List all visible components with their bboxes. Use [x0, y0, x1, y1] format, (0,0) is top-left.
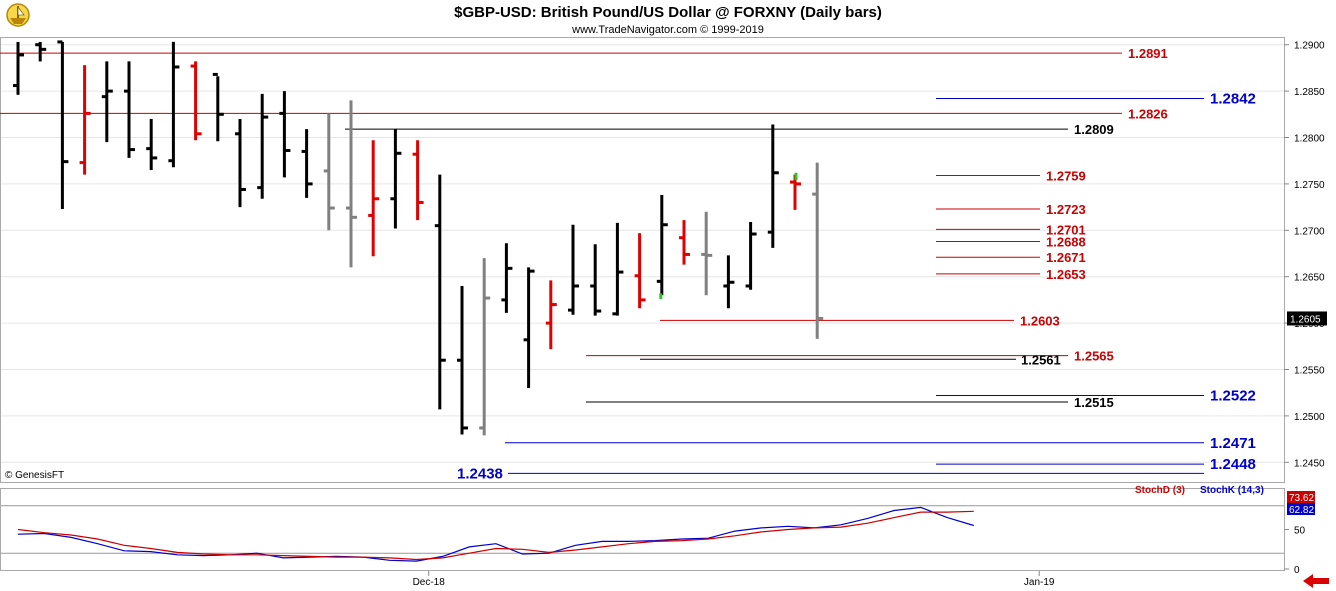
stochastic-tick-label: 50: [1294, 526, 1306, 537]
stochastic-legend-entry: StochD (3): [1135, 485, 1185, 496]
level-label: 1.2759: [1046, 169, 1086, 184]
chart-subtitle: www.TradeNavigator.com © 1999-2019: [571, 24, 764, 36]
stochastic-legend: StochD (3) StochK (14,3): [1135, 485, 1264, 496]
ohlc-bar: [212, 72, 224, 142]
stochastic-panel: [0, 488, 1285, 571]
price-tick-label: 1.2750: [1294, 180, 1325, 191]
ohlc-bar: [57, 40, 69, 209]
level-label: 1.2438: [457, 465, 503, 482]
ohlc-bar: [679, 220, 690, 265]
ohlc-bar: [767, 124, 779, 248]
level-label: 1.2603: [1020, 313, 1060, 328]
stochastic-gridlines: [1, 505, 1284, 554]
ohlc-bar: [434, 174, 446, 410]
scroll-left-arrow-icon[interactable]: [1300, 573, 1334, 590]
ohlc-bar: [13, 41, 24, 95]
ohlc-bar: [235, 118, 246, 208]
ohlc-bar: [501, 243, 513, 313]
ohlc-bar: [479, 258, 491, 436]
date-tick-label: Dec-18: [413, 577, 446, 588]
ohlc-bar: [346, 100, 357, 268]
ohlc-bar: [390, 129, 402, 229]
stochastic-last-value-box: [1287, 503, 1315, 515]
level-label: 1.2515: [1074, 395, 1114, 410]
price-tick-label: 1.2550: [1294, 366, 1325, 377]
price-tick-label: 1.2850: [1294, 87, 1325, 98]
ohlc-bar: [634, 233, 646, 309]
level-label: 1.2671: [1046, 250, 1086, 265]
level-label: 1.2653: [1046, 267, 1086, 282]
last-price-box: [1287, 311, 1327, 326]
price-tick-label: 1.2800: [1294, 134, 1325, 145]
stochastic-series-line: [17, 510, 974, 561]
price-axis: 1.2900 1.2850 1.2800 1.2750 1.2700 1.2650 1.26…: [1284, 41, 1327, 469]
ohlc-bar: [168, 41, 180, 168]
ohlc-bar: [701, 211, 713, 296]
level-label: 1.2688: [1046, 234, 1086, 249]
logo-icon: [6, 3, 30, 27]
support-resistance-levels: 1.2891 1.2842 1.2826 1.2809 1.2759 1.2723 1.27…: [0, 46, 1256, 482]
level-label: 1.2561: [1021, 352, 1061, 367]
ohlc-bar: [612, 222, 624, 316]
price-tick-label: 1.2450: [1294, 458, 1325, 469]
price-tick-label: 1.2700: [1294, 226, 1325, 237]
level-label: 1.2809: [1074, 122, 1114, 137]
ohlc-bar: [590, 244, 602, 316]
level-label: 1.2891: [1128, 46, 1168, 61]
ohlc-bar: [301, 129, 313, 198]
ohlc-bar: [545, 280, 557, 350]
ohlc-bar: [146, 118, 158, 170]
level-label: 1.2471: [1210, 435, 1256, 452]
price-panel: [0, 37, 1285, 483]
price-gridlines: [1, 44, 1284, 463]
ohlc-bar: [523, 267, 535, 389]
level-label: 1.2448: [1210, 456, 1256, 473]
last-price-label: 1.2605: [1290, 314, 1321, 325]
ohlc-bar: [457, 285, 468, 435]
ohlc-bar: [368, 140, 380, 257]
stochastic-last-value: 73.62: [1289, 493, 1314, 504]
ohlc-bar: [101, 61, 113, 143]
watermark: © GenesisFT: [5, 470, 64, 481]
date-tick-label: Jan-19: [1024, 577, 1055, 588]
price-tick-label: 1.2650: [1294, 273, 1325, 284]
price-tick-label: 1.2900: [1294, 41, 1325, 52]
ohlc-bar: [568, 224, 579, 315]
ohlc-bar: [35, 41, 47, 62]
stochastic-lines: [17, 506, 974, 562]
level-label: 1.2842: [1210, 91, 1256, 108]
ohlc-bar: [812, 162, 824, 339]
ohlc-bar: [412, 140, 424, 221]
ohlc-bar: [257, 93, 269, 199]
level-label: 1.2723: [1046, 202, 1086, 217]
price-tick-label: 1.2500: [1294, 412, 1325, 423]
level-label: 1.2522: [1210, 387, 1256, 404]
level-label: 1.2565: [1074, 349, 1114, 364]
stochastic-last-value: 62.82: [1289, 505, 1314, 516]
date-axis: Dec-18 Jan-19: [413, 571, 1055, 588]
ohlc-bar: [79, 65, 91, 175]
ohlc-bar: [190, 61, 202, 141]
stochastic-last-value-box: [1287, 491, 1315, 503]
ohlc-bar: [656, 195, 668, 296]
chart-title: $GBP-USD: British Pound/US Dollar @ FORX…: [454, 4, 882, 21]
ohlc-bar: [745, 221, 757, 290]
ohlc-bar: [323, 113, 335, 231]
ohlc-bar: [723, 255, 735, 309]
ohlc-bar: [790, 174, 801, 210]
ohlc-bar: [124, 61, 135, 158]
stochastic-legend-entry: StochK (14,3): [1200, 485, 1264, 496]
ohlc-bar: [279, 91, 291, 178]
level-label: 1.2701: [1046, 222, 1086, 237]
stochastic-tick-label: 0: [1294, 565, 1300, 576]
level-label: 1.2826: [1128, 106, 1168, 121]
ohlc-bars: [13, 40, 824, 436]
